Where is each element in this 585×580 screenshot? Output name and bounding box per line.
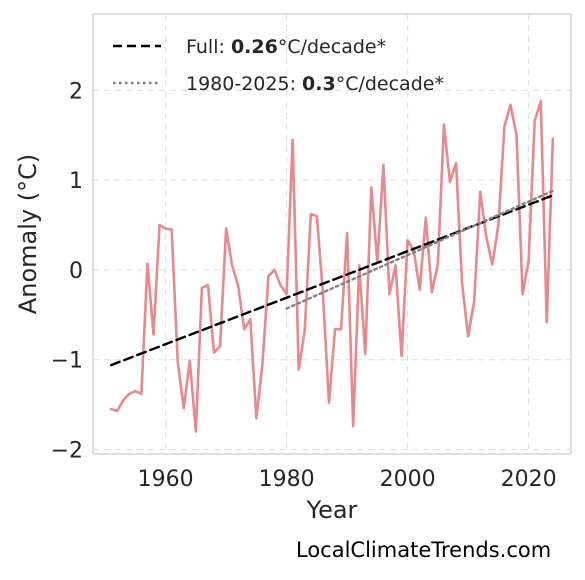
legend-recent-rate: 0.3	[302, 73, 336, 95]
recent-trend-line	[285, 189, 555, 310]
legend-full-suffix: °C/decade*	[278, 36, 386, 58]
y-tick-label: 2	[69, 79, 83, 104]
legend-recent-label: 1980-2025: 0.3°C/decade*	[186, 73, 444, 95]
x-axis-label: Year	[306, 496, 358, 524]
legend-full-rate: 0.26	[231, 36, 278, 58]
legend: Full: 0.26°C/decade* 1980-2025: 0.3°C/de…	[113, 36, 444, 95]
site-credit: LocalClimateTrends.com	[296, 538, 552, 562]
legend-recent-prefix: 1980-2025:	[186, 73, 302, 95]
anomaly-line	[109, 99, 555, 433]
y-tick-label: −2	[51, 439, 83, 464]
y-tick-label: 1	[69, 169, 83, 194]
series-layer	[109, 99, 555, 433]
y-axis-label: Anomaly (°C)	[14, 154, 42, 314]
x-tick-label: 1980	[259, 467, 315, 492]
y-tick-label: −1	[51, 349, 83, 374]
x-tick-label: 1960	[138, 467, 194, 492]
legend-full-prefix: Full:	[186, 36, 231, 58]
x-tick-label: 2020	[501, 467, 557, 492]
tick-labels: 1960 1980 2000 2020 2 1 0 −1 −2	[51, 79, 557, 492]
legend-full-label: Full: 0.26°C/decade*	[186, 36, 386, 58]
y-tick-label: 0	[69, 259, 83, 284]
x-tick-label: 2000	[380, 467, 436, 492]
legend-recent-suffix: °C/decade*	[336, 73, 444, 95]
